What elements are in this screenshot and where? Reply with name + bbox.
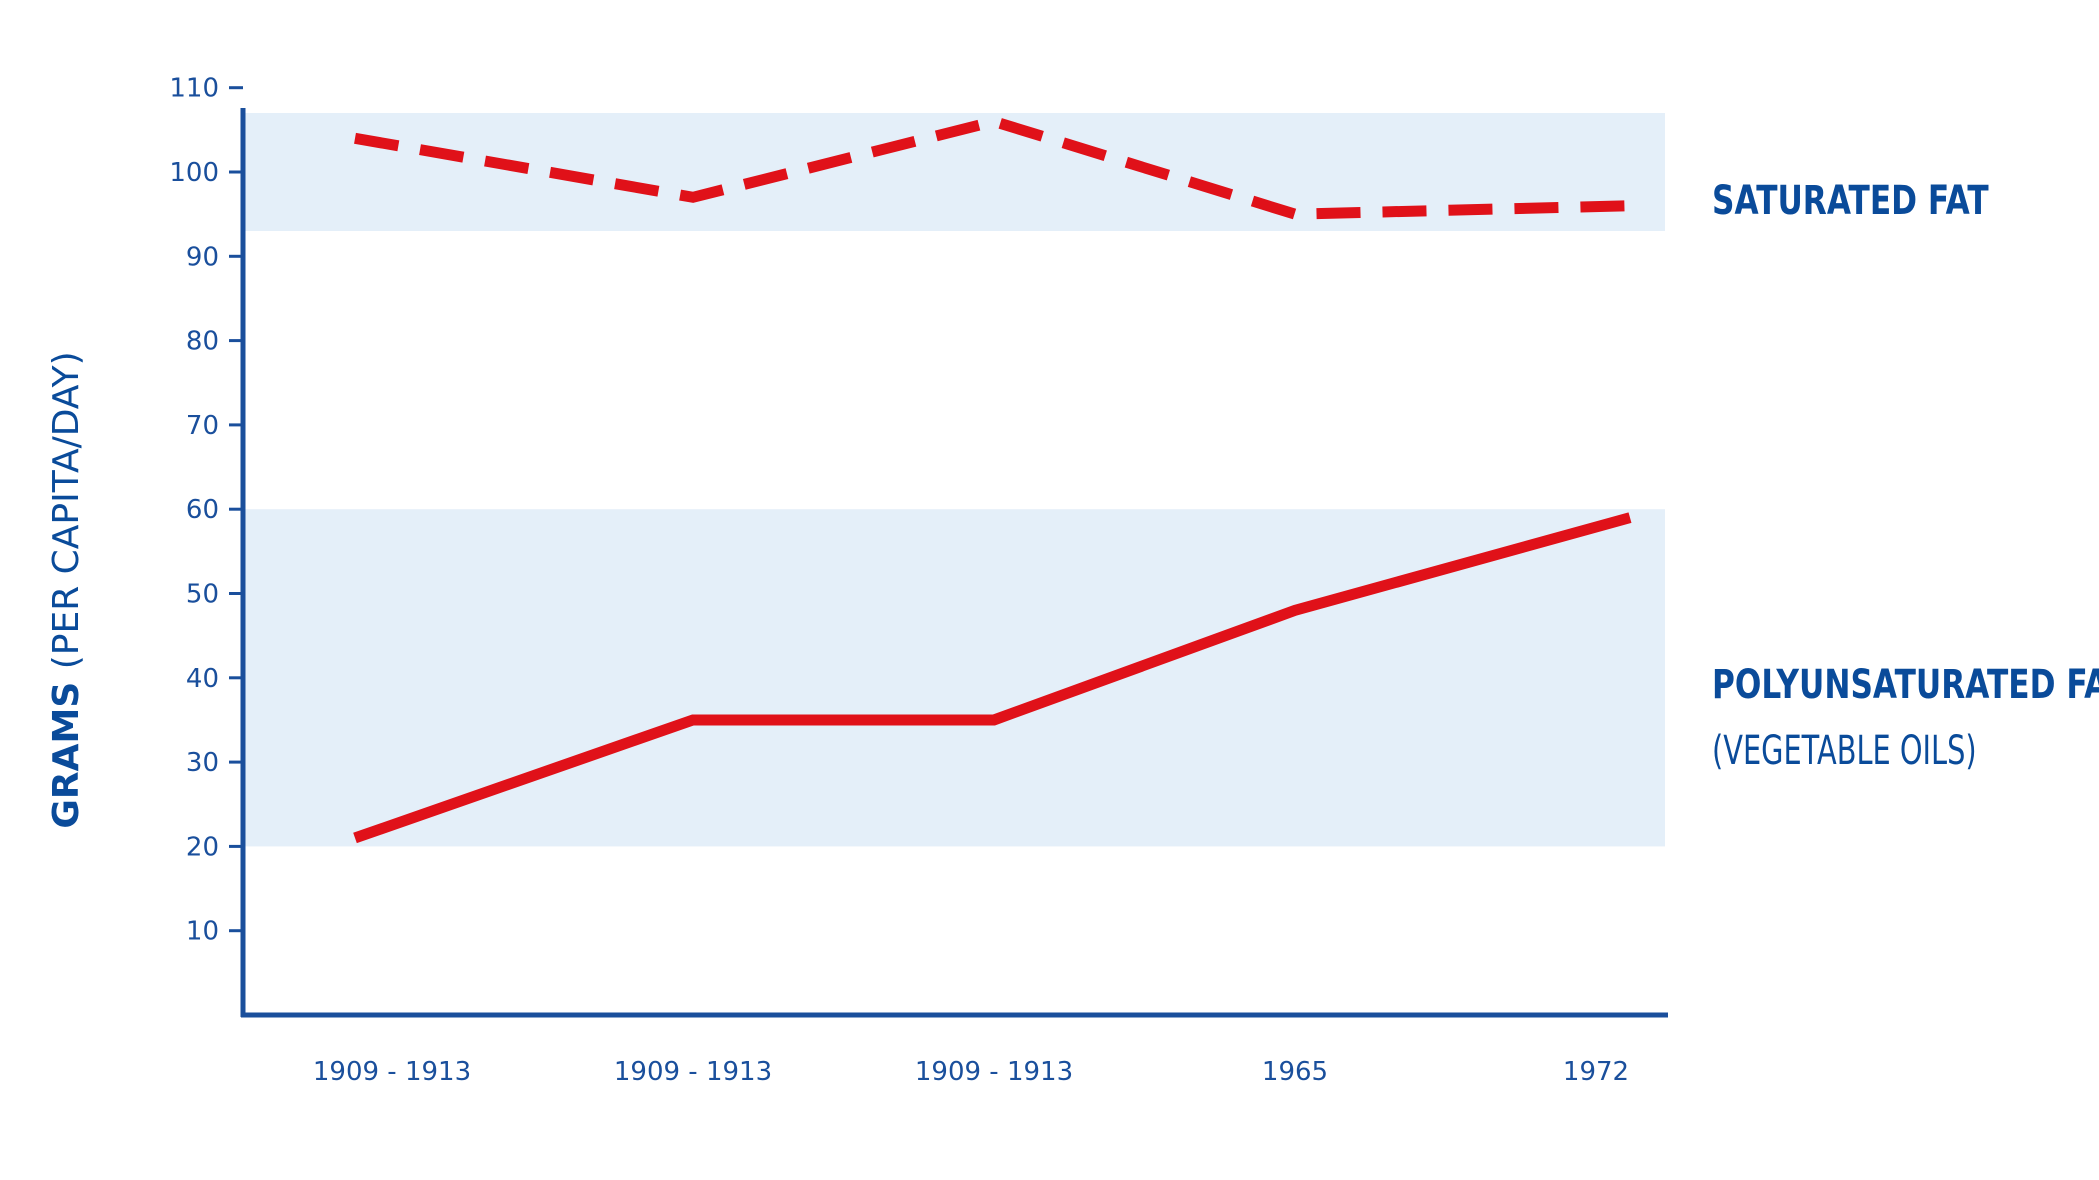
- y-tick-label: 60: [186, 495, 219, 525]
- legend-saturated-fat-name: SATURATED FAT: [1712, 178, 1989, 224]
- y-tick-labels: 10 20 30 40 50 60 70 80 90 100 110: [169, 74, 243, 947]
- legend-polyunsaturated-fat-subtitle: (VEGETABLE OILS): [1712, 728, 1977, 774]
- legend-polyunsaturated-fat-name: POLYUNSATURATED FAT: [1712, 662, 2099, 708]
- x-tick-label: 1965: [1262, 1057, 1328, 1087]
- y-tick-label: 80: [186, 327, 219, 357]
- y-tick-label: 40: [186, 664, 219, 694]
- x-tick-label: 1909 - 1913: [915, 1057, 1073, 1087]
- y-tick-label: 10: [186, 917, 219, 947]
- highlight-bands: [243, 112, 1665, 847]
- y-tick-label: 20: [186, 832, 219, 862]
- band-1: [243, 509, 1665, 847]
- x-tick-label: 1909 - 1913: [313, 1057, 471, 1087]
- x-tick-label: 1909 - 1913: [614, 1057, 772, 1087]
- series-line-saturated-fat: [354, 115, 1631, 220]
- x-tick-label: 1972: [1563, 1057, 1629, 1087]
- series-lines: [353, 115, 1632, 844]
- y-axis-label: GRAMS (PER CAPITA/DAY): [46, 351, 87, 828]
- legend-polyunsaturated-fat: POLYUNSATURATED FAT: [1712, 662, 2099, 708]
- y-tick-label: 50: [186, 580, 219, 610]
- x-tick-labels: 1909 - 1913 1909 - 1913 1909 - 1913 1965 197…: [313, 1057, 1629, 1087]
- legend-polyunsaturated-fat-sub: (VEGETABLE OILS): [1712, 728, 2079, 774]
- y-tick-label: 70: [186, 411, 219, 441]
- y-tick-label: 110: [169, 74, 219, 104]
- legend-saturated-fat: SATURATED FAT: [1712, 178, 2067, 224]
- y-tick-label: 90: [186, 242, 219, 272]
- y-tick-label: 30: [186, 748, 219, 778]
- y-axis-label-main: GRAMS: [46, 682, 87, 829]
- axes: [240, 108, 1668, 1018]
- series-line-polyunsaturated-fat: [353, 512, 1632, 844]
- y-axis-label-sub: (PER CAPITA/DAY): [46, 351, 87, 669]
- y-tick-label: 100: [169, 158, 219, 188]
